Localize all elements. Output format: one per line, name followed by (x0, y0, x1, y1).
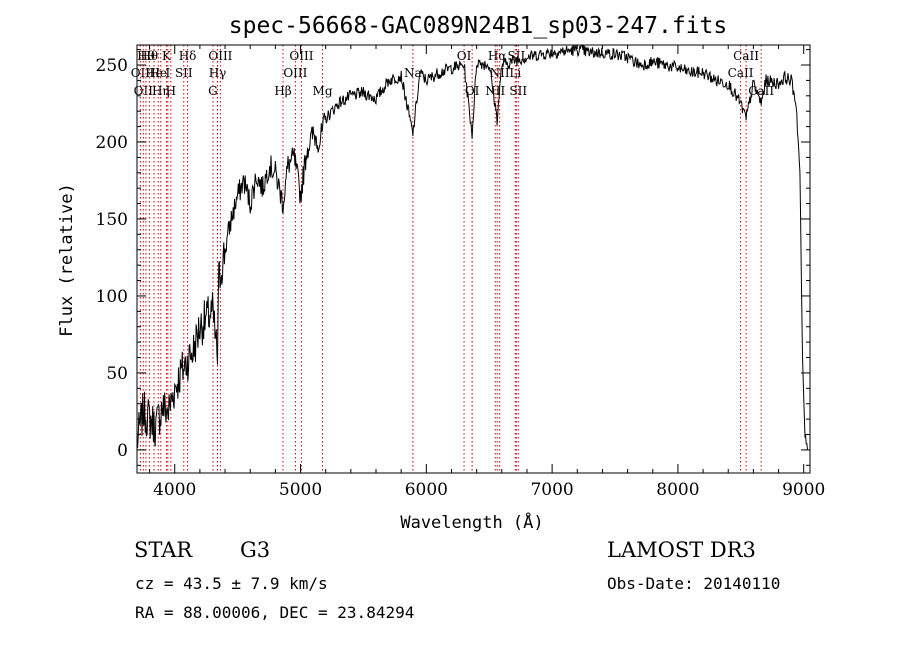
line-marker-label: Hδ (179, 49, 197, 63)
line-marker-label: OI (457, 49, 472, 63)
x-tick-label: 6000 (405, 480, 448, 500)
x-tick-label: 4000 (153, 480, 196, 500)
chart-title: spec-56668-GAC089N24B1_sp03-247.fits (229, 13, 728, 39)
line-marker-label: G (208, 84, 218, 98)
line-marker-label: Hβ (274, 84, 291, 98)
line-marker-label: CaII (728, 66, 754, 80)
y-tick-label: 50 (106, 364, 128, 384)
line-marker-label: I (165, 66, 170, 80)
x-axis-label: Wavelength (Å) (400, 511, 543, 533)
line-marker-label: Li (509, 66, 521, 80)
x-tick-label: 5000 (279, 480, 322, 500)
line-marker-label: Hθ (137, 49, 155, 63)
y-tick-label: 100 (96, 287, 128, 307)
object-class: STAR (134, 538, 193, 562)
line-marker-label: SII (509, 84, 527, 98)
x-tick-label: 7000 (530, 480, 573, 500)
y-tick-label: 150 (96, 210, 128, 230)
line-marker-label: SII (175, 66, 193, 80)
line-marker-label: Hη (152, 84, 170, 98)
line-marker-label: CaII (733, 49, 759, 63)
line-marker-label: NII (485, 84, 505, 98)
spectrum-series (136, 44, 808, 450)
sky-coordinates: RA = 88.00006, DEC = 23.84294 (135, 603, 415, 622)
x-tick-label: 8000 (656, 480, 699, 500)
y-tick-label: 250 (96, 56, 128, 76)
line-marker-label: Mg (313, 84, 333, 98)
line-marker-label: OIII (289, 49, 313, 63)
line-marker-label: Hθ (140, 49, 158, 63)
line-marker-label: Na (404, 66, 422, 80)
spectrum-line (136, 44, 808, 450)
survey-name: LAMOST DR3 (607, 538, 756, 562)
redshift-value: cz = 43.5 ± 7.9 km/s (135, 574, 328, 593)
line-marker-label: OII (131, 66, 151, 80)
line-marker-label: Hα (488, 49, 507, 63)
line-marker-label: OIII (283, 66, 307, 80)
x-tick-label: 9000 (782, 480, 825, 500)
y-tick-label: 200 (96, 133, 128, 153)
observation-date: Obs-Date: 20140110 (607, 574, 781, 593)
line-marker-label: K (162, 49, 172, 63)
line-marker-label: OI (465, 84, 480, 98)
axes: 4000 5000 6000 7000 8000 9000 0 50 100 150 200 250 (96, 45, 825, 500)
line-marker-label: H (166, 84, 176, 98)
line-markers: OIIOIIHθHθHeHeHηKIHSIIHδGHγOIIIHβOIIIOII… (131, 45, 774, 473)
line-marker-label: OIII (208, 49, 232, 63)
plot-frame (136, 44, 811, 474)
line-marker-label: OII (134, 84, 154, 98)
line-marker-label: NII (490, 66, 510, 80)
y-axis-label: Flux (relative) (57, 183, 77, 337)
object-subclass: G3 (240, 538, 271, 562)
line-marker-label: Hγ (209, 66, 227, 80)
line-marker-label: He (149, 66, 167, 80)
y-tick-label: 0 (117, 441, 128, 461)
